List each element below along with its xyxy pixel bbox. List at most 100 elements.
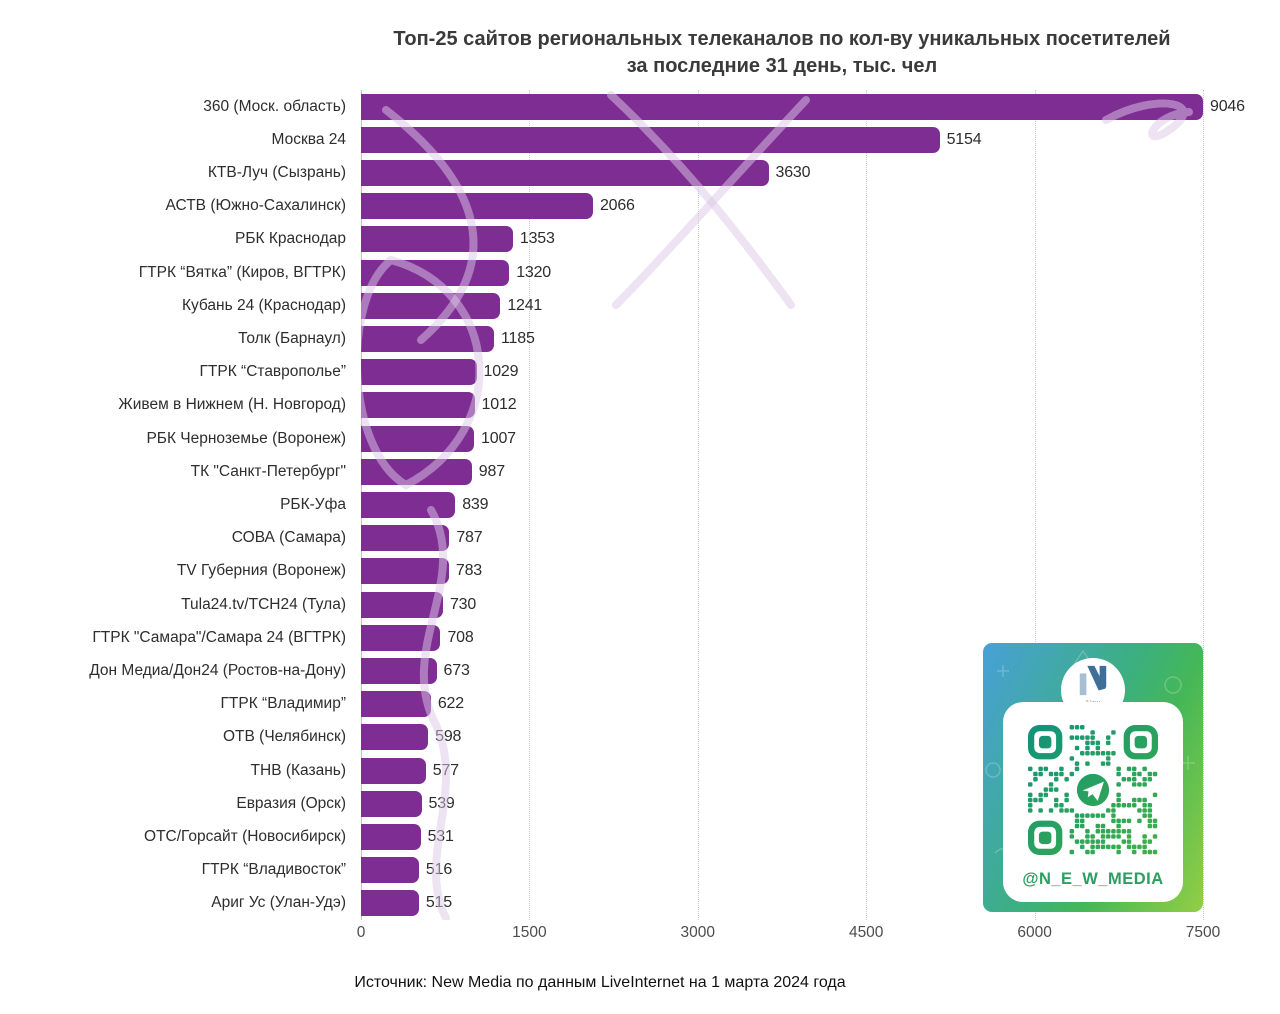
bar-row: ТК "Санкт-Петербург" 987 (0, 455, 1280, 488)
bar-track: 9046 (361, 93, 1245, 120)
value-label: 2066 (599, 197, 635, 215)
bar-row: Толк (Барнаул) 1185 (0, 322, 1280, 355)
bar-row: ГТРК “Вятка” (Киров, ВГТРК) 1320 (0, 256, 1280, 289)
category-label: КТВ-Луч (Сызрань) (207, 163, 346, 181)
category-label: Живем в Нижнем (Н. Новгород) (118, 396, 346, 414)
category-label: ГТРК “Владимир” (220, 695, 347, 713)
value-label: 598 (435, 728, 462, 746)
bar (361, 259, 510, 286)
bar-row: РБК Краснодар 1353 (0, 223, 1280, 256)
bar (361, 657, 437, 684)
value-label: 1353 (519, 230, 555, 248)
source-note: Источник: New Media по данным LiveIntern… (354, 974, 846, 991)
value-label: 787 (456, 529, 483, 547)
bar-row: Tula24.tv/ТСН24 (Тула) 730 (0, 588, 1280, 621)
title-line-1: Топ-25 сайтов региональных телеканалов п… (393, 28, 1171, 50)
bar (361, 226, 513, 253)
value-label: 987 (478, 462, 505, 480)
value-label: 515 (425, 894, 452, 912)
bar (361, 93, 1203, 120)
value-label: 730 (449, 595, 477, 613)
category-label: ТНВ (Казань) (250, 761, 346, 779)
value-label: 839 (462, 495, 489, 513)
value-label: 1007 (481, 429, 516, 447)
bar (361, 823, 421, 850)
bar (361, 591, 443, 618)
bar (361, 325, 495, 352)
gridline (697, 90, 699, 920)
category-label: TV Губерния (Воронеж) (176, 562, 346, 580)
bar-track: 1320 (361, 259, 1203, 286)
gridline (529, 90, 531, 920)
bar (361, 624, 441, 651)
bar-track: 5154 (361, 126, 1203, 153)
category-label: РБК Краснодар (235, 230, 346, 248)
category-label: ГТРК "Самара"/Самара 24 (ВГТРК) (92, 628, 346, 646)
qr-box: @N_E_W_MEDIA (1003, 702, 1183, 902)
value-label: 783 (455, 562, 482, 580)
bar-track: 2066 (361, 193, 1203, 220)
bar (361, 491, 456, 518)
category-label: ГТРК “Ставрополье” (199, 363, 347, 381)
bar-track: 1007 (361, 425, 1203, 452)
bar (361, 458, 472, 485)
x-tick-label: 0 (356, 924, 366, 941)
x-tick-label: 7500 (1185, 924, 1221, 941)
bar-track: 730 (361, 591, 1203, 618)
value-label: 1029 (483, 363, 519, 381)
value-label: 531 (427, 827, 454, 845)
bar-track: 839 (361, 491, 1203, 518)
category-label: Кубань 24 (Краснодар) (181, 296, 346, 314)
category-label: РБК-Уфа (280, 495, 346, 513)
bar (361, 359, 477, 386)
value-label: 1320 (516, 263, 551, 281)
bar (361, 724, 429, 751)
bar-row: ГТРК "Самара"/Самара 24 (ВГТРК) 708 (0, 621, 1280, 654)
bar (361, 558, 449, 585)
bar-track: 783 (361, 558, 1203, 585)
title-line-2: за последние 31 день, тыс. чел (626, 55, 938, 77)
value-label: 1185 (501, 329, 535, 347)
bar-track: 598 (361, 724, 1203, 751)
bar-row: Москва 24 5154 (0, 123, 1280, 156)
bar-row: КТВ-Луч (Сызрань) 3630 (0, 156, 1280, 189)
bar-track: 1185 (361, 325, 1203, 352)
bar-row: ГТРК “Владимир” 622 (0, 688, 1280, 721)
bar-row: Живем в Нижнем (Н. Новгород) 1012 (0, 389, 1280, 422)
gridline (866, 90, 868, 920)
value-label: 577 (432, 761, 459, 779)
bar (361, 757, 426, 784)
bar (361, 525, 450, 552)
qr-code (1028, 725, 1158, 855)
bar-row: ОТВ (Челябинск) 598 (0, 721, 1280, 754)
bar-row: TV Губерния (Воронеж) 783 (0, 555, 1280, 588)
category-label: Москва 24 (271, 130, 346, 148)
category-label: ТК "Санкт-Петербург" (190, 462, 346, 480)
category-label: Евразия (Орск) (236, 794, 346, 812)
value-label: 3630 (775, 163, 811, 181)
bar-track: 1029 (361, 359, 1203, 386)
value-label: 708 (447, 628, 474, 646)
category-label: Дон Медиа/Дон24 (Ростов-на-Дону) (89, 661, 346, 679)
bar (361, 691, 431, 718)
bar-row: Кубань 24 (Краснодар) 1241 (0, 289, 1280, 322)
category-label: СОВА (Самара) (231, 529, 346, 547)
bar-row: РБК Черноземье (Воронеж) 1007 (0, 422, 1280, 455)
value-label: 539 (428, 794, 455, 812)
bar-row: 360 (Моск. область) 9046 (0, 90, 1280, 123)
x-tick-label: 1500 (512, 924, 547, 941)
bar-row: ГТРК “Ставрополье” 1029 (0, 356, 1280, 389)
category-label: 360 (Моск. область) (203, 97, 346, 115)
bar-row: СОВА (Самара) 787 (0, 522, 1280, 555)
x-tick-label: 3000 (680, 924, 716, 941)
bar (361, 890, 419, 917)
bar-row: РБК-Уфа 839 (0, 488, 1280, 521)
category-label: ОТВ (Челябинск) (223, 728, 346, 746)
x-axis: 0 1500 3000 4500 6000 7500 (357, 924, 1221, 946)
newmedia-n-icon (1079, 665, 1107, 696)
category-label: Tula24.tv/ТСН24 (Тула) (181, 595, 346, 613)
category-label: ГТРК “Владивосток” (201, 861, 346, 879)
category-label: Ариг Ус (Улан-Удэ) (211, 894, 346, 912)
value-label: 622 (437, 695, 464, 713)
